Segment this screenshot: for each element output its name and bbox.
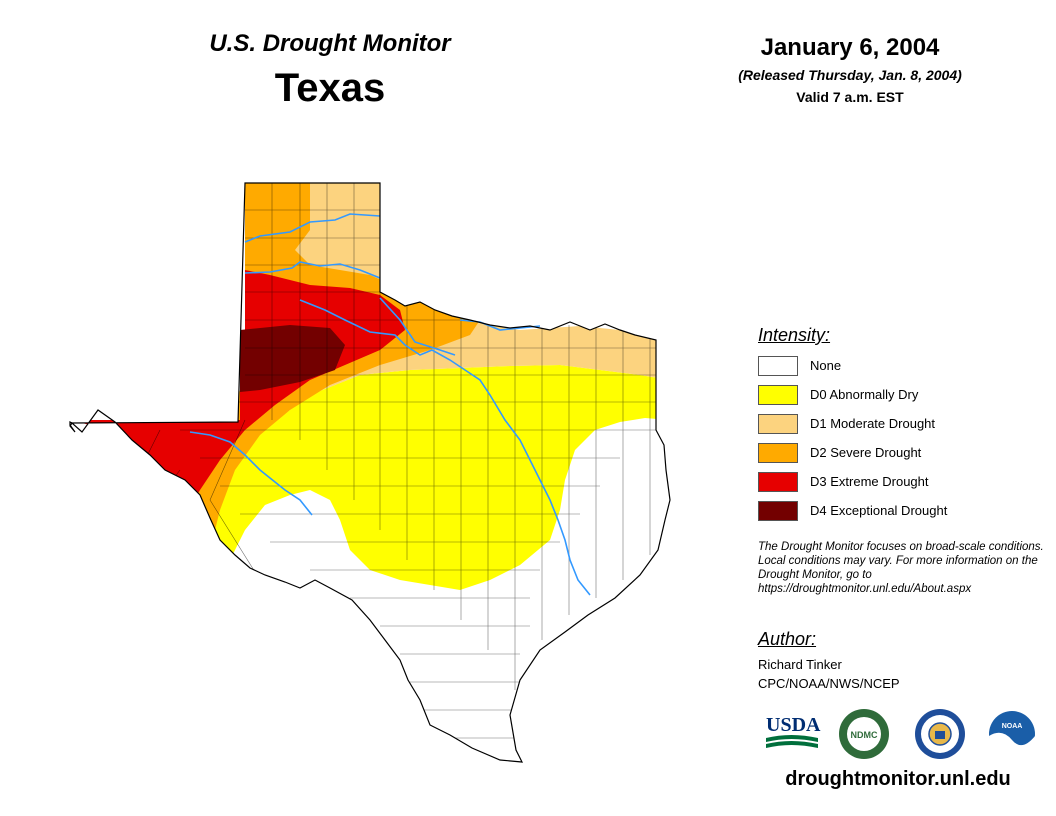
ndmc-logo: NDMC [839,709,889,759]
legend-label: D0 Abnormally Dry [810,387,919,402]
svg-text:NOAA: NOAA [1002,723,1023,730]
canadian-river [244,213,381,243]
svg-text:USDA: USDA [766,714,821,736]
red-river-fork [379,297,456,356]
legend-label: D2 Severe Drought [810,445,922,460]
author-name: Richard Tinker [758,657,842,672]
map-date: January 6, 2004 [760,34,940,61]
map-region-title: Texas [274,66,386,110]
usda-logo: USDA [766,714,821,748]
legend-item: D0 Abnormally Dry [758,385,1038,407]
svg-text:NDMC: NDMC [851,730,878,740]
noaa-logo: NOAA [989,711,1035,759]
legend-item: D2 Severe Drought [758,443,1038,465]
pecos-river [189,431,313,516]
legend-label: D3 Extreme Drought [810,474,929,489]
legend-item: None [758,356,1038,378]
prairie-dog-fork [244,261,381,279]
brazos-river [299,299,591,596]
author-organization: CPC/NOAA/NWS/NCEP [758,676,900,691]
legend-item: D4 Exceptional Drought [758,501,1038,523]
author-title: Author: [758,629,817,649]
legend-label: D1 Moderate Drought [810,416,936,431]
info-note: The Drought Monitor focuses on broad-sca… [758,541,1044,595]
valid-time: Valid 7 a.m. EST [796,89,904,105]
legend-swatch [758,501,798,521]
legend-label: None [810,358,842,373]
partner-logos: USDA NDMC NOAA [766,709,1035,759]
map-series-title: U.S. Drought Monitor [209,30,451,57]
texas-drought-map [69,182,671,763]
legend-label: D4 Exceptional Drought [810,503,948,518]
legend-swatch [758,385,798,405]
legend-title: Intensity: [758,325,831,345]
legend-swatch [758,414,798,434]
d0-abnormally-dry-area [200,365,670,590]
legend-swatch [758,472,798,492]
legend-swatch [758,443,798,463]
legend-item: D1 Moderate Drought [758,414,1038,436]
legend-swatch [758,356,798,376]
legend-item: D3 Extreme Drought [758,472,1038,494]
release-date: (Released Thursday, Jan. 8, 2004) [738,67,962,83]
website-url: droughtmonitor.unl.edu [785,768,1011,790]
commerce-seal-logo [915,709,965,759]
d1-north-band-area [180,298,670,540]
